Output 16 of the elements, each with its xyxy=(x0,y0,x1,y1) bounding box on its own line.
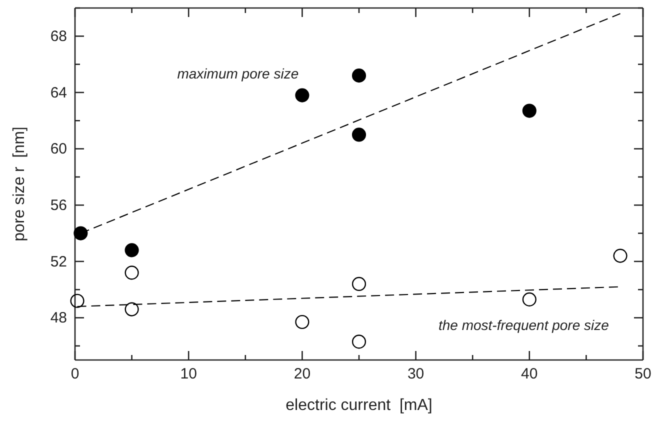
x-tick-label: 50 xyxy=(634,366,652,383)
y-tick-label: 52 xyxy=(50,253,67,270)
y-tick-label: 68 xyxy=(50,28,67,45)
y-tick-label: 60 xyxy=(50,140,67,158)
y-axis-title: pore size r [nm] xyxy=(11,126,28,242)
x-tick-label: 30 xyxy=(407,366,424,383)
x-axis-title: electric current [mA] xyxy=(286,397,432,414)
x-tick-label: 0 xyxy=(70,366,80,383)
y-tick-label: 64 xyxy=(50,84,67,102)
x-tick-label: 40 xyxy=(521,366,538,383)
series-label: maximum pore size xyxy=(177,65,299,82)
x-tick-label: 10 xyxy=(180,366,197,383)
x-tick-label: 20 xyxy=(294,366,311,383)
y-tick-label: 56 xyxy=(50,196,67,214)
series-label: the most-frequent pore size xyxy=(438,317,610,334)
y-tick-label: 48 xyxy=(50,310,67,327)
